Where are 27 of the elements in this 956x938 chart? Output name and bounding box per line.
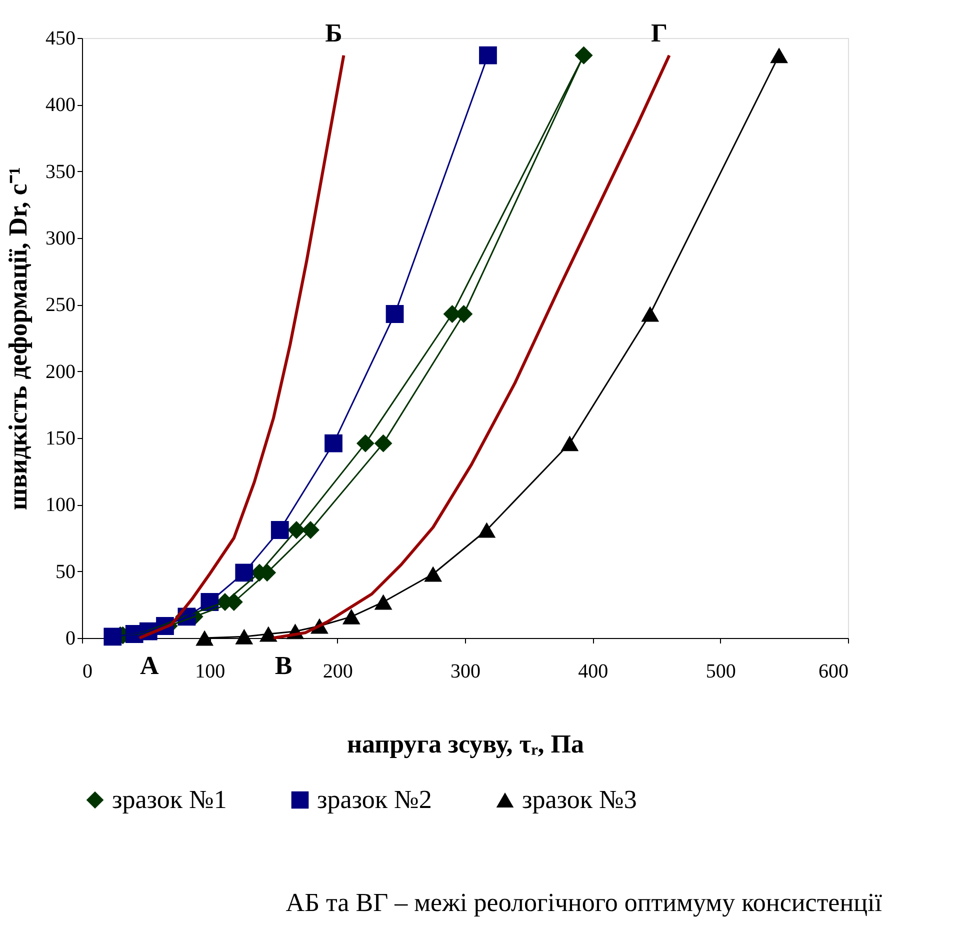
y-tick-label: 300 [46,228,76,250]
text: АБ та ВГ – межі реологічного оптимуму консистенції [286,888,883,917]
y-tick-label: 450 [46,28,76,50]
x-tick-label: 0 [82,660,92,682]
x-tick-label: 400 [578,660,608,682]
y-tick-label: 250 [46,294,76,316]
y-tick-label: 150 [46,428,76,450]
annotation: Б [325,18,342,48]
x-axis-title: напруга зсуву, τᵣ, Па [346,730,584,758]
annotation: В [274,651,292,680]
y-axis-title: швидкість деформації, Dr, с⁻¹ [4,166,32,510]
annotation: А [140,651,160,680]
x-tick-label: 200 [322,660,353,682]
legend-label: зразок №1 [112,785,227,814]
x-tick-label: 500 [706,660,736,682]
y-tick-label: 0 [66,628,76,650]
x-tick-label: 100 [195,660,226,682]
x-tick-label: 600 [818,660,848,682]
y-tick-label: 400 [46,94,76,116]
y-tick-label: 350 [46,160,76,183]
x-tick-label: 300 [450,660,480,682]
legend-label: зразок №2 [317,785,432,814]
y-tick-label: 100 [46,494,76,516]
legend-label: зразок №3 [522,785,637,814]
y-tick-label: 50 [56,560,76,583]
annotation: Г [650,18,668,48]
y-tick-label: 200 [46,360,76,383]
